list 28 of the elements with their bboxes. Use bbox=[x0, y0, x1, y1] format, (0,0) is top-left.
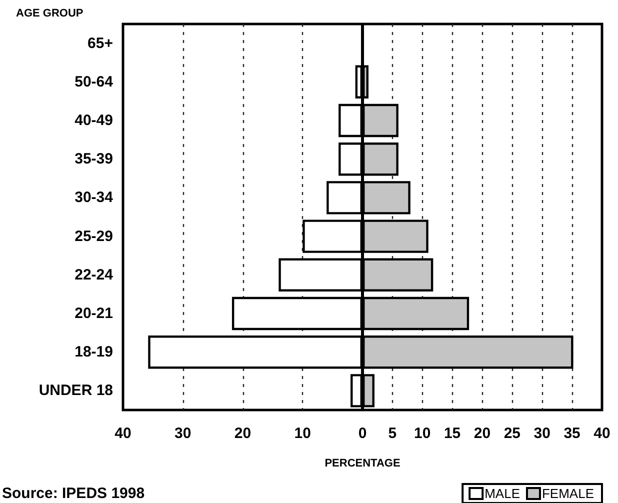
y-tick-label: 35-39 bbox=[74, 150, 113, 168]
x-axis-title: PERCENTAGE bbox=[324, 458, 400, 470]
x-tick-label: 0 bbox=[358, 425, 367, 442]
y-tick-label: 50-64 bbox=[74, 73, 114, 90]
y-tick-label: 30-34 bbox=[74, 189, 114, 206]
x-tick-label: 30 bbox=[534, 425, 550, 442]
x-tick-label: 25 bbox=[504, 425, 521, 442]
x-tick-label: 20 bbox=[234, 425, 252, 442]
y-tick-label: UNDER 18 bbox=[38, 382, 113, 400]
legend-label: FEMALE bbox=[542, 486, 594, 501]
x-tick-label: 10 bbox=[414, 425, 431, 442]
x-tick-label: 20 bbox=[474, 425, 491, 442]
y-tick-label: 18-19 bbox=[74, 344, 113, 361]
x-tick-label: 40 bbox=[114, 425, 132, 442]
y-tick-label: 25-29 bbox=[74, 228, 113, 245]
x-tick-label: 15 bbox=[444, 425, 461, 442]
x-tick-label: 5 bbox=[388, 425, 397, 442]
x-tick-label: 30 bbox=[174, 425, 192, 442]
y-tick-label: 65+ bbox=[88, 34, 114, 52]
y-tick-label: 22-24 bbox=[74, 266, 114, 284]
legend-label: MALE bbox=[484, 486, 520, 501]
source-note: Source: IPEDS 1998 bbox=[2, 485, 145, 502]
x-tick-label: 35 bbox=[564, 425, 580, 442]
y-axis-title: AGE GROUP bbox=[16, 8, 84, 20]
x-tick-label: 40 bbox=[594, 425, 610, 442]
y-tick-label: 20-21 bbox=[74, 305, 113, 322]
x-tick-label: 10 bbox=[294, 425, 311, 442]
y-tick-label: 40-49 bbox=[74, 112, 113, 129]
